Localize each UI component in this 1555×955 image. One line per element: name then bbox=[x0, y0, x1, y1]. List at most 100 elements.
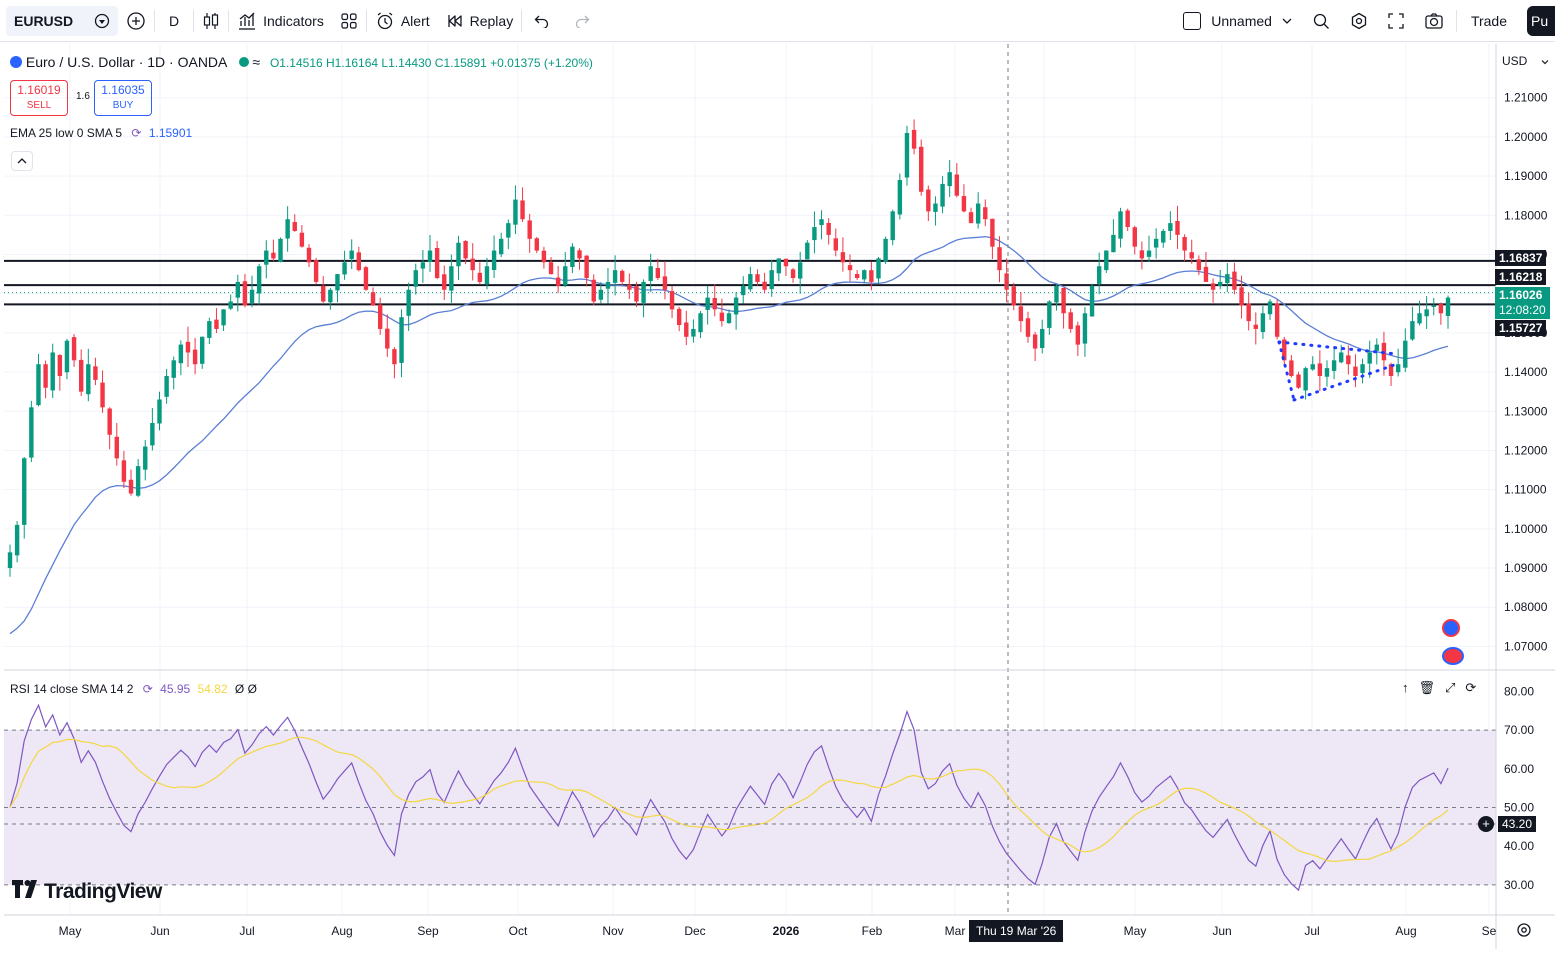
candle-body bbox=[1410, 321, 1415, 340]
chart-container[interactable]: 1.210001.200001.190001.180001.170001.160… bbox=[4, 44, 1555, 949]
candle-body bbox=[1175, 221, 1180, 235]
candle-body bbox=[292, 221, 297, 231]
candle-body bbox=[1232, 271, 1237, 290]
axes: 1.210001.200001.190001.180001.170001.160… bbox=[4, 44, 1555, 949]
candle-body bbox=[741, 285, 746, 296]
time-tick-label: Se bbox=[1482, 924, 1497, 938]
candle-body bbox=[228, 301, 233, 309]
chart-canvas[interactable]: 1.210001.200001.190001.180001.170001.160… bbox=[4, 44, 1555, 949]
us-event-icon[interactable] bbox=[1442, 647, 1464, 665]
buy-button[interactable]: 1.16035 BUY bbox=[94, 80, 152, 116]
layout-selector[interactable]: Unnamed bbox=[1175, 0, 1300, 42]
currency-selector[interactable]: USD bbox=[1502, 54, 1549, 68]
rsi-lines bbox=[9, 703, 1449, 892]
candle-body bbox=[1445, 297, 1451, 316]
grid-templates-icon bbox=[340, 12, 358, 30]
alert-button[interactable]: Alert bbox=[367, 0, 438, 42]
publish-label: Pu bbox=[1531, 13, 1549, 29]
add-symbol-button[interactable] bbox=[118, 0, 154, 42]
candle-body bbox=[584, 255, 589, 278]
maximize-pane-icon[interactable]: ⤢ bbox=[1445, 680, 1456, 695]
candle-body bbox=[470, 258, 475, 271]
collapse-legend-button[interactable] bbox=[11, 151, 33, 171]
interval-button[interactable]: D bbox=[155, 0, 193, 42]
add-plus-icon[interactable]: + bbox=[1478, 816, 1494, 832]
candle-body bbox=[342, 262, 347, 275]
candle-body bbox=[598, 289, 604, 300]
triangle-pattern[interactable] bbox=[1277, 340, 1399, 402]
price-tick-label: 1.07000 bbox=[1504, 639, 1548, 653]
replay-button[interactable]: Replay bbox=[438, 0, 522, 42]
candle-body bbox=[434, 247, 440, 278]
spread-value: 1.6 bbox=[76, 91, 90, 102]
toolbar-divider bbox=[521, 9, 523, 32]
tv-logo-icon bbox=[12, 880, 40, 904]
candle-body bbox=[997, 247, 1002, 271]
add-symbol-compare-icon[interactable] bbox=[94, 13, 110, 29]
candle-body bbox=[506, 223, 511, 238]
symbol-legend[interactable]: Euro / U.S. Dollar · 1D · OANDA ≈ O1.145… bbox=[10, 54, 593, 70]
rsi-tick-label: 80.00 bbox=[1504, 684, 1534, 698]
time-tick-label: Jun bbox=[150, 924, 169, 938]
ema-legend[interactable]: EMA 25 low 0 SMA 5 ⟳ 1.15901 bbox=[10, 126, 192, 140]
level-tag-mid[interactable]: 1.16218 bbox=[1495, 269, 1547, 285]
toolbar-divider bbox=[1455, 10, 1457, 32]
candle-body bbox=[1111, 234, 1116, 253]
move-up-icon[interactable]: ↑ bbox=[1402, 680, 1409, 695]
restore-pane-icon[interactable]: ⟳ bbox=[1465, 680, 1477, 695]
symbol-title: Euro / U.S. Dollar · 1D · OANDA bbox=[25, 54, 227, 70]
quick-search-button[interactable] bbox=[1304, 0, 1338, 42]
candle-body bbox=[1210, 283, 1216, 290]
toolbar-divider bbox=[228, 9, 230, 32]
interval-label: D bbox=[169, 12, 180, 29]
candle-body bbox=[669, 291, 675, 310]
time-tick-label: Sep bbox=[417, 924, 439, 938]
tradingview-logo[interactable]: TradingView bbox=[12, 880, 162, 904]
candle-body bbox=[1182, 237, 1187, 251]
candle-body bbox=[698, 313, 703, 333]
candle-body bbox=[1075, 325, 1081, 345]
level-tag-lower[interactable]: 1.15727 bbox=[1495, 320, 1547, 336]
level-tag-upper[interactable]: 1.16837 bbox=[1495, 250, 1547, 266]
symbol-name: EURUSD bbox=[14, 12, 74, 29]
undo-button[interactable] bbox=[522, 0, 562, 42]
trade-button[interactable]: Trade bbox=[1461, 0, 1517, 42]
settings-button[interactable] bbox=[1342, 0, 1376, 42]
publish-button[interactable]: Pu bbox=[1527, 6, 1555, 36]
rsi-label: RSI 14 close SMA 14 2 bbox=[10, 682, 134, 696]
templates-button[interactable] bbox=[332, 0, 366, 42]
chart-type-button[interactable] bbox=[194, 0, 228, 42]
axis-settings-button[interactable] bbox=[1516, 922, 1532, 943]
candle-body bbox=[783, 258, 789, 267]
delete-icon[interactable]: 🗑 bbox=[1418, 680, 1436, 695]
eu-event-icon[interactable] bbox=[1442, 619, 1460, 637]
sell-button[interactable]: 1.16019 SELL bbox=[10, 80, 68, 116]
candle-body bbox=[1025, 318, 1031, 337]
candle-body bbox=[591, 279, 596, 302]
candle-body bbox=[513, 199, 518, 225]
time-tick-label: May bbox=[1124, 924, 1147, 938]
fullscreen-button[interactable] bbox=[1380, 0, 1412, 42]
candle-body bbox=[712, 297, 717, 310]
candle-body bbox=[285, 219, 290, 239]
candle-body bbox=[185, 341, 191, 353]
indicators-button[interactable]: Indicators bbox=[229, 0, 332, 42]
candle-body bbox=[641, 281, 646, 303]
candle-body bbox=[221, 309, 226, 326]
rsi-legend[interactable]: RSI 14 close SMA 14 2 ⟳ 45.95 54.82 Ø Ø bbox=[10, 682, 257, 696]
snapshot-button[interactable] bbox=[1416, 0, 1452, 42]
candle-body bbox=[620, 270, 625, 282]
candle-body bbox=[755, 274, 760, 282]
replay-label: Replay bbox=[469, 12, 514, 29]
indicators-icon bbox=[237, 11, 257, 31]
candle-body bbox=[399, 317, 404, 363]
candle-body bbox=[249, 289, 255, 304]
redo-button[interactable] bbox=[562, 0, 602, 42]
fullscreen-icon bbox=[1388, 13, 1404, 29]
candle-body bbox=[1324, 368, 1330, 377]
symbol-search-box[interactable]: EURUSD bbox=[6, 5, 118, 36]
candle-body bbox=[43, 364, 48, 388]
candle-body bbox=[911, 129, 917, 149]
candle-body bbox=[1196, 259, 1202, 271]
crosshair-date-tag: Thu 19 Mar '26 bbox=[969, 920, 1064, 942]
